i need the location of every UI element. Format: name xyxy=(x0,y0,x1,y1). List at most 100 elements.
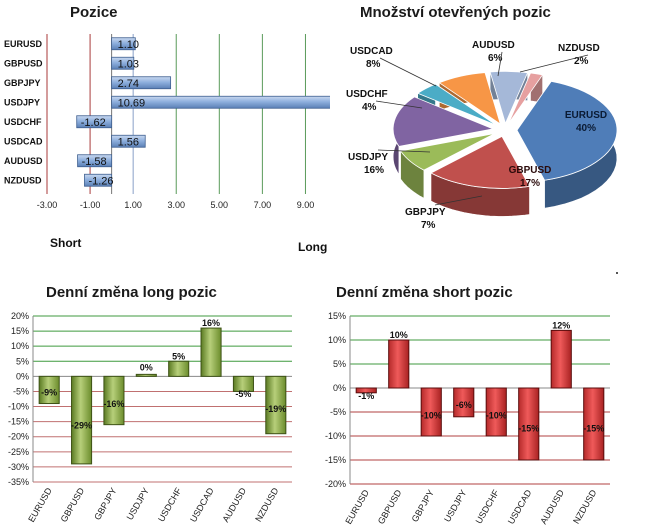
pie-leader-line xyxy=(375,100,423,109)
pie-slice-percent: 4% xyxy=(362,102,377,113)
pozice-panel: Pozice -3.00 -1.00 1.00 3.00 5.00 7.00 9.00 EUR… xyxy=(0,0,330,260)
pie-slice xyxy=(516,80,618,181)
x-category-label: USDCAD xyxy=(188,486,216,524)
short-change-title: Denní změna short pozic xyxy=(336,284,513,301)
pozice-category-label: GBPJPY xyxy=(4,78,41,88)
bar xyxy=(583,387,605,461)
pie-slice xyxy=(489,71,529,125)
pie-slice xyxy=(392,96,495,147)
y-tick-label: 20% xyxy=(11,311,29,321)
pie-slice-label: AUDUSD xyxy=(472,40,515,51)
pie-slice-percent: 17% xyxy=(520,178,540,189)
pozice-category-label: NZDUSD xyxy=(4,175,42,185)
short-label: Short xyxy=(50,236,82,250)
y-tick-label: -5% xyxy=(13,386,29,396)
pozice-value-label: 1.03 xyxy=(118,58,139,70)
bar-value-label: -29% xyxy=(71,421,92,431)
pie-slice xyxy=(508,72,544,124)
pie-leader-line xyxy=(379,57,437,87)
bar-value-label: -10% xyxy=(421,410,442,420)
bar-value-label: -16% xyxy=(103,399,124,409)
y-tick-label: 10% xyxy=(11,341,29,351)
x-category-label: EURUSD xyxy=(343,488,371,526)
pie-slice-percent: 8% xyxy=(366,59,381,70)
bar xyxy=(232,375,254,392)
bar-value-label: -9% xyxy=(41,387,57,397)
pozice-bar xyxy=(111,134,146,148)
pie-slice xyxy=(416,83,497,126)
bar-value-label: 16% xyxy=(202,318,220,328)
bar-value-label: -15% xyxy=(518,424,539,434)
pozice-x-tick: 1.00 xyxy=(124,200,142,210)
pie-slice-label: USDCAD xyxy=(350,46,393,57)
bar-value-label: -15% xyxy=(583,424,604,434)
pie-leader-line xyxy=(519,54,589,73)
bar-value-label: -10% xyxy=(486,410,507,420)
pie-leader-line xyxy=(377,149,431,153)
pie-leader-line xyxy=(434,195,483,206)
bar-value-label: -1% xyxy=(358,391,374,401)
x-category-label: GBPJPY xyxy=(92,486,118,522)
pozice-value-label: 1.10 xyxy=(118,39,139,51)
pie-slice-percent: 6% xyxy=(488,53,503,64)
long-change-panel: Denní změna long pozic 20% 15% 10% 5% 0% -5% -… xyxy=(0,280,300,532)
pie-slice-label: GBPJPY xyxy=(405,207,446,218)
pozice-x-tick: -1.00 xyxy=(80,200,101,210)
y-tick-label: -15% xyxy=(325,455,346,465)
pie-slice-label: GBPUSD xyxy=(509,165,552,176)
pozice-bar xyxy=(111,95,330,109)
y-tick-label: 0% xyxy=(16,371,29,381)
x-category-label: USDCHF xyxy=(156,486,184,524)
bar xyxy=(103,375,125,426)
pozice-bar xyxy=(111,37,136,51)
pie-panel: Množství otevřených pozic EURUSD 40% GBPUS… xyxy=(330,0,647,260)
pozice-x-tick: -3.00 xyxy=(37,200,58,210)
pie-slice-percent: 7% xyxy=(421,220,436,231)
pozice-value-label: -1.62 xyxy=(81,117,106,129)
pozice-bar xyxy=(111,76,172,90)
bar xyxy=(550,329,572,389)
y-tick-label: -5% xyxy=(330,407,346,417)
x-category-label: USDCAD xyxy=(506,488,534,526)
pozice-chart: -3.00 -1.00 1.00 3.00 5.00 7.00 9.00 EURUSD 1.10… xyxy=(4,34,330,210)
pie-leader-line xyxy=(497,51,503,77)
y-tick-label: 5% xyxy=(16,356,29,366)
pie-slice-percent: 2% xyxy=(574,56,589,67)
pozice-value-label: 1.56 xyxy=(118,136,139,148)
short-change-panel: Denní změna short pozic 15% 10% 5% 0% -5% -10… xyxy=(300,280,647,532)
pie-title: Množství otevřených pozic xyxy=(360,4,551,21)
pozice-category-label: USDCAD xyxy=(4,136,43,146)
pie-slice-label: USDJPY xyxy=(348,152,388,163)
short-change-chart: 15% 10% 5% 0% -5% -10% -15% -20% -1% EURUSD 10% GBP… xyxy=(325,311,610,526)
x-category-label: USDJPY xyxy=(125,486,151,522)
x-category-label: NZDUSD xyxy=(253,486,281,524)
bar xyxy=(355,387,377,394)
bar-value-label: 10% xyxy=(390,330,408,340)
bar xyxy=(135,373,157,377)
long-change-chart: 20% 15% 10% 5% 0% -5% -10% -15% -20% -25% -30% -35%… xyxy=(8,311,292,524)
pie-slice-percent: 40% xyxy=(576,123,596,134)
bar xyxy=(200,327,222,377)
pie-slice-percent: 16% xyxy=(364,165,384,176)
pozice-x-tick: 9.00 xyxy=(297,200,315,210)
y-tick-label: 5% xyxy=(333,359,346,369)
pozice-bar xyxy=(76,115,113,129)
pozice-category-label: USDJPY xyxy=(4,97,40,107)
bar xyxy=(38,375,60,405)
pie-slice xyxy=(430,135,531,189)
x-category-label: EURUSD xyxy=(26,486,54,524)
y-tick-label: 15% xyxy=(328,311,346,321)
y-tick-label: -10% xyxy=(325,431,346,441)
bar xyxy=(168,360,190,377)
bar-value-label: 5% xyxy=(172,351,185,361)
x-category-label: GBPUSD xyxy=(59,486,87,524)
bar xyxy=(420,387,442,437)
y-tick-label: -30% xyxy=(8,462,29,472)
x-category-label: USDJPY xyxy=(442,488,468,524)
x-category-label: GBPJPY xyxy=(410,488,436,524)
stray-dot xyxy=(616,272,618,274)
pie-slice-label: USDCHF xyxy=(346,89,388,100)
y-tick-label: -20% xyxy=(325,479,346,489)
pie-chart: EURUSD 40% GBPUSD 17% GBPJPY 7% USDJPY 16% USDCH… xyxy=(346,40,618,231)
y-tick-label: -35% xyxy=(8,477,29,487)
